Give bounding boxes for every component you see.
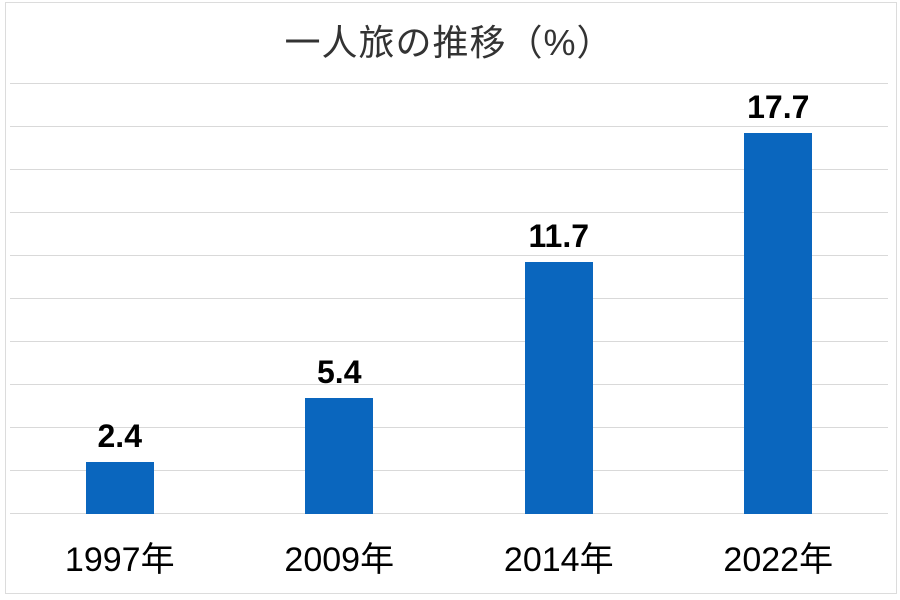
bar-value-label: 17.7	[747, 89, 810, 126]
x-axis-label: 2014年	[503, 541, 614, 579]
bar	[305, 397, 374, 514]
gridline	[10, 427, 888, 428]
gridline	[10, 470, 888, 471]
bar	[85, 462, 154, 514]
bar-value-label: 2.4	[97, 418, 142, 455]
gridline	[10, 341, 888, 342]
x-axis-label: 2009年	[284, 541, 395, 579]
gridline	[10, 83, 888, 84]
gridline	[10, 169, 888, 170]
bar	[524, 262, 593, 514]
bar	[744, 133, 813, 514]
gridline	[10, 298, 888, 299]
x-axis: 1997年 2009年 2014年 2022年	[10, 538, 888, 586]
plot-area: 2.4 5.4 11.7 17.7	[10, 83, 888, 514]
gridline	[10, 255, 888, 256]
x-axis-label: 1997年	[64, 541, 175, 579]
gridline	[10, 212, 888, 213]
bar-value-label: 5.4	[317, 353, 362, 390]
gridline	[10, 126, 888, 127]
x-axis-label: 2022年	[723, 541, 834, 579]
gridline	[10, 384, 888, 385]
bar-value-label: 11.7	[528, 218, 590, 255]
x-axis-baseline	[10, 513, 888, 514]
chart-title: 一人旅の推移（%）	[284, 22, 614, 63]
